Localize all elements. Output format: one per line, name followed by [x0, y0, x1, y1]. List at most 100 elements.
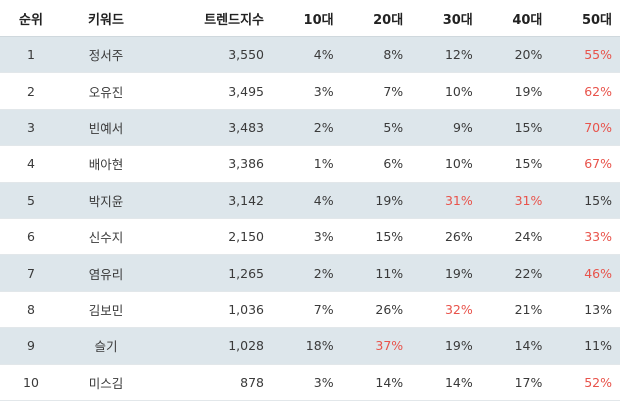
age-10s-cell: 2% — [272, 109, 342, 147]
rank-cell: 8 — [0, 291, 62, 329]
age-50s-cell: 13% — [550, 291, 620, 329]
rank-cell: 10 — [0, 364, 62, 401]
table-body: 1 정서주 3,550 4% 8% 12% 20% 55% 2 오유진 3,49… — [0, 36, 620, 401]
trend-cell: 3,550 — [150, 36, 272, 74]
rank-cell: 1 — [0, 36, 62, 74]
table-row: 5 박지윤 3,142 4% 19% 31% 31% 15% — [0, 182, 620, 219]
trend-cell: 1,036 — [150, 291, 272, 329]
age-40s-cell: 31% — [480, 182, 551, 219]
age-50s-cell: 67% — [550, 145, 620, 183]
age-30s-cell: 10% — [411, 72, 481, 110]
keyword-cell: 빈예서 — [62, 109, 150, 147]
age-30s-cell: 26% — [411, 218, 481, 256]
table-row: 4 배아현 3,386 1% 6% 10% 15% 67% — [0, 145, 620, 183]
table-row: 3 빈예서 3,483 2% 5% 9% 15% 70% — [0, 109, 620, 147]
table-row: 10 미스김 878 3% 14% 14% 17% 52% — [0, 364, 620, 401]
trend-cell: 3,386 — [150, 145, 272, 183]
age-10s-cell: 1% — [272, 145, 342, 183]
keyword-cell: 박지윤 — [62, 182, 150, 219]
table-row: 8 김보민 1,036 7% 26% 32% 21% 13% — [0, 291, 620, 329]
header-age-30s: 30대 — [411, 0, 481, 37]
age-50s-cell: 55% — [550, 36, 620, 74]
age-40s-cell: 20% — [480, 36, 551, 74]
header-trend-index: 트렌드지수 — [150, 0, 272, 37]
age-40s-cell: 21% — [480, 291, 551, 329]
age-20s-cell: 19% — [341, 182, 412, 219]
trend-cell: 1,265 — [150, 254, 272, 292]
age-20s-cell: 11% — [341, 254, 412, 292]
age-10s-cell: 18% — [272, 327, 342, 365]
keyword-cell: 신수지 — [62, 218, 150, 256]
age-50s-cell: 15% — [550, 182, 620, 219]
rank-cell: 4 — [0, 145, 62, 183]
age-40s-cell: 17% — [480, 364, 551, 401]
age-50s-cell: 11% — [550, 327, 620, 365]
age-20s-cell: 5% — [341, 109, 412, 147]
keyword-cell: 오유진 — [62, 72, 150, 110]
rank-cell: 6 — [0, 218, 62, 256]
rank-cell: 7 — [0, 254, 62, 292]
age-20s-cell: 26% — [341, 291, 412, 329]
age-30s-cell: 14% — [411, 364, 481, 401]
header-row: 순위 키워드 트렌드지수 10대 20대 30대 40대 50대 — [0, 0, 620, 37]
age-40s-cell: 14% — [480, 327, 551, 365]
keyword-cell: 정서주 — [62, 36, 150, 74]
age-20s-cell: 14% — [341, 364, 412, 401]
age-20s-cell: 15% — [341, 218, 412, 256]
age-50s-cell: 33% — [550, 218, 620, 256]
age-30s-cell: 9% — [411, 109, 481, 147]
header-age-10s: 10대 — [272, 0, 342, 37]
header-rank: 순위 — [0, 0, 62, 37]
trend-cell: 3,495 — [150, 72, 272, 110]
age-50s-cell: 70% — [550, 109, 620, 147]
trend-cell: 3,142 — [150, 182, 272, 219]
trend-cell: 1,028 — [150, 327, 272, 365]
age-40s-cell: 15% — [480, 145, 551, 183]
age-40s-cell: 22% — [480, 254, 551, 292]
header-age-20s: 20대 — [341, 0, 412, 37]
age-50s-cell: 52% — [550, 364, 620, 401]
rank-cell: 3 — [0, 109, 62, 147]
age-30s-cell: 10% — [411, 145, 481, 183]
age-20s-cell: 37% — [341, 327, 412, 365]
age-40s-cell: 24% — [480, 218, 551, 256]
header-keyword: 키워드 — [62, 0, 150, 37]
keyword-cell: 슬기 — [62, 327, 150, 365]
table-header: 순위 키워드 트렌드지수 10대 20대 30대 40대 50대 — [0, 0, 620, 37]
age-10s-cell: 3% — [272, 218, 342, 256]
age-30s-cell: 19% — [411, 254, 481, 292]
trend-cell: 878 — [150, 364, 272, 401]
table-row: 9 슬기 1,028 18% 37% 19% 14% 11% — [0, 327, 620, 365]
age-40s-cell: 19% — [480, 72, 551, 110]
keyword-cell: 미스김 — [62, 364, 150, 401]
age-30s-cell: 19% — [411, 327, 481, 365]
age-30s-cell: 12% — [411, 36, 481, 74]
age-10s-cell: 4% — [272, 182, 342, 219]
age-30s-cell: 32% — [411, 291, 481, 329]
age-50s-cell: 62% — [550, 72, 620, 110]
age-10s-cell: 7% — [272, 291, 342, 329]
age-10s-cell: 2% — [272, 254, 342, 292]
rank-cell: 5 — [0, 182, 62, 219]
age-20s-cell: 7% — [341, 72, 412, 110]
age-20s-cell: 8% — [341, 36, 412, 74]
age-30s-cell: 31% — [411, 182, 481, 219]
trend-cell: 2,150 — [150, 218, 272, 256]
age-40s-cell: 15% — [480, 109, 551, 147]
keyword-cell: 배아현 — [62, 145, 150, 183]
table-row: 6 신수지 2,150 3% 15% 26% 24% 33% — [0, 218, 620, 256]
rank-cell: 9 — [0, 327, 62, 365]
table-row: 7 염유리 1,265 2% 11% 19% 22% 46% — [0, 254, 620, 292]
age-50s-cell: 46% — [550, 254, 620, 292]
age-10s-cell: 3% — [272, 72, 342, 110]
table-row: 1 정서주 3,550 4% 8% 12% 20% 55% — [0, 36, 620, 74]
keyword-cell: 김보민 — [62, 291, 150, 329]
keyword-cell: 염유리 — [62, 254, 150, 292]
age-10s-cell: 4% — [272, 36, 342, 74]
header-age-50s: 50대 — [550, 0, 620, 37]
header-age-40s: 40대 — [480, 0, 551, 37]
trend-cell: 3,483 — [150, 109, 272, 147]
age-10s-cell: 3% — [272, 364, 342, 401]
rank-cell: 2 — [0, 72, 62, 110]
